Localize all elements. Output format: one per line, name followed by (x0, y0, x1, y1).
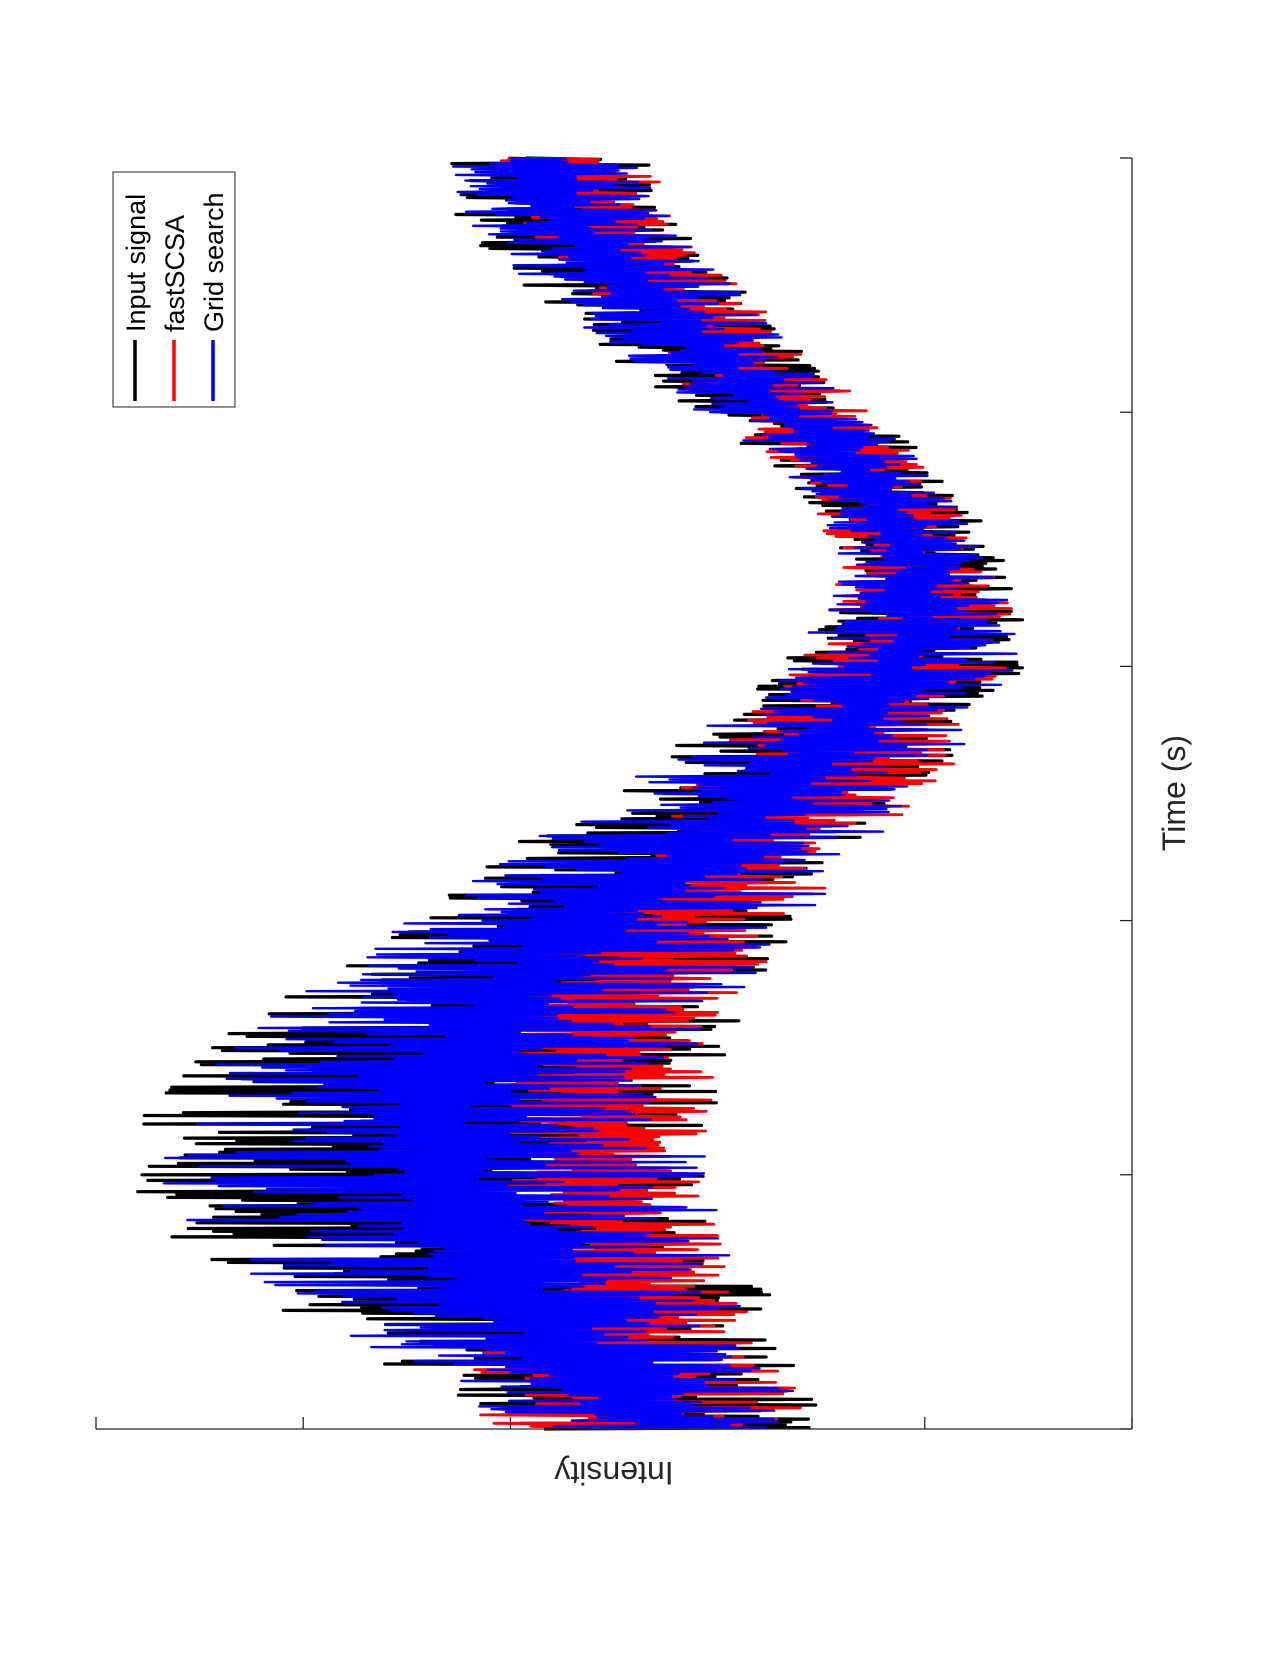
y-ticks (95, 1417, 1133, 1429)
axes-layer: Time (s) Intensity (95, 157, 1192, 1491)
y-axis-label: Intensity (554, 1455, 673, 1491)
series-layer (136, 156, 1025, 1431)
x-axis-label: Time (s) (1156, 735, 1192, 851)
legend-label: Grid search (199, 192, 229, 332)
legend-label: fastSCSA (160, 215, 190, 332)
series-line-grid-search (162, 156, 1018, 1431)
x-ticks (1120, 157, 1132, 1430)
legend: Input signal fastSCSA Grid search (112, 171, 236, 408)
legend-items: Input signal fastSCSA Grid search (121, 192, 229, 401)
legend-label: Input signal (121, 194, 151, 332)
